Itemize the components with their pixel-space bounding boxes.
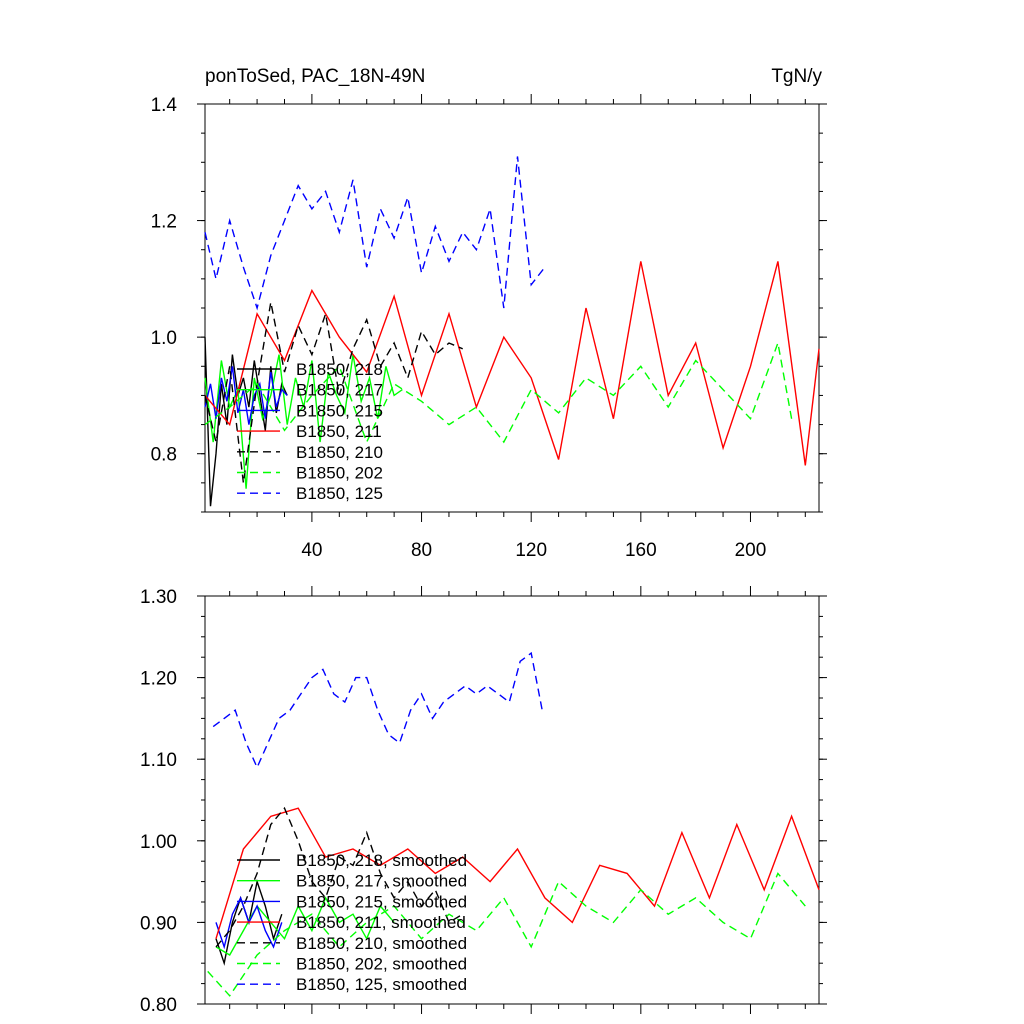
legend-label-6: B1850, 125 bbox=[296, 484, 383, 503]
y-tick-label: 0.90 bbox=[140, 913, 177, 934]
y-tick-label: 1.0 bbox=[151, 328, 177, 349]
series-line-3 bbox=[215, 807, 820, 939]
legend-label-3: B1850, 211, smoothed bbox=[296, 913, 466, 932]
legend-label-0: B1850, 218, smoothed bbox=[296, 851, 467, 870]
series-line-5 bbox=[204, 340, 793, 444]
series-line-4 bbox=[215, 806, 464, 948]
y-tick-label: 1.00 bbox=[140, 832, 177, 853]
series-line-6 bbox=[204, 156, 546, 311]
legend-label-6: B1850, 125, smoothed bbox=[296, 975, 467, 994]
x-tick-label: 200 bbox=[735, 540, 767, 561]
x-tick-label: 40 bbox=[301, 540, 322, 561]
chart-title: ponToSed, PAC_18N-49N bbox=[205, 66, 425, 87]
series-line-4 bbox=[204, 302, 463, 483]
legend-label-2: B1850, 215 bbox=[296, 401, 383, 420]
series-line-3 bbox=[204, 261, 820, 466]
y-tick-label: 0.8 bbox=[151, 445, 177, 466]
x-tick-label: 120 bbox=[515, 540, 547, 561]
legend-label-4: B1850, 210 bbox=[296, 443, 383, 462]
y-tick-label: 0.80 bbox=[140, 995, 177, 1016]
y-tick-label: 1.2 bbox=[151, 212, 177, 233]
legend-label-4: B1850, 210, smoothed bbox=[296, 934, 467, 953]
legend-label-0: B1850, 218 bbox=[296, 360, 383, 379]
series-line-1 bbox=[215, 896, 395, 956]
chart-units: TgN/y bbox=[771, 66, 822, 87]
x-tick-label: 80 bbox=[411, 540, 432, 561]
legend-label-3: B1850, 211 bbox=[296, 422, 382, 441]
y-tick-label: 1.20 bbox=[140, 669, 177, 690]
legend-label-1: B1850, 217 bbox=[296, 381, 383, 400]
bottom-panel: 0.80 0.90 1.00 1.10 1.20 1.30 B1850, 218, smoo… bbox=[140, 586, 827, 1016]
top-panel: 40 80 120 160 200 0.8 1.0 1.2 1.4 B1850, 218 B1850… bbox=[151, 94, 827, 561]
y-tick-label: 1.4 bbox=[151, 95, 178, 116]
series-line-5 bbox=[207, 872, 806, 997]
legend-label-5: B1850, 202 bbox=[296, 464, 383, 483]
y-tick-label: 1.10 bbox=[140, 750, 177, 771]
legend-label-2: B1850, 215, smoothed bbox=[296, 892, 467, 911]
legend-label-1: B1850, 217, smoothed bbox=[296, 872, 467, 891]
x-tick-label: 160 bbox=[625, 540, 657, 561]
legend-label-5: B1850, 202, smoothed bbox=[296, 955, 467, 974]
y-tick-label: 1.30 bbox=[140, 587, 177, 608]
